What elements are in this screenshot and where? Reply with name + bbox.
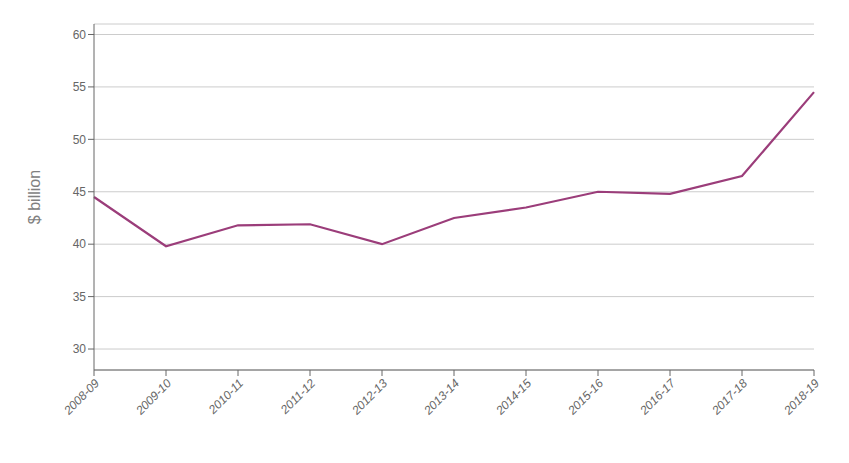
svg-text:2016-17: 2016-17 (636, 375, 679, 418)
svg-text:2013-14: 2013-14 (420, 376, 462, 418)
svg-text:30: 30 (73, 342, 87, 356)
svg-text:2012-13: 2012-13 (348, 376, 390, 418)
svg-text:2015-16: 2015-16 (564, 376, 606, 418)
svg-text:2011-12: 2011-12 (277, 376, 318, 417)
svg-text:2009-10: 2009-10 (132, 376, 174, 418)
svg-text:60: 60 (73, 28, 87, 42)
svg-text:2017-18: 2017-18 (708, 376, 750, 418)
svg-text:45: 45 (73, 185, 87, 199)
svg-text:$ billion: $ billion (26, 170, 43, 224)
svg-text:2018-19: 2018-19 (780, 376, 822, 418)
svg-text:35: 35 (73, 290, 87, 304)
svg-text:2014-15: 2014-15 (492, 376, 534, 418)
svg-text:2008-09: 2008-09 (60, 376, 102, 418)
svg-text:40: 40 (73, 237, 87, 251)
svg-text:2010-11: 2010-11 (205, 376, 246, 417)
svg-text:50: 50 (73, 133, 87, 147)
svg-text:55: 55 (73, 80, 87, 94)
